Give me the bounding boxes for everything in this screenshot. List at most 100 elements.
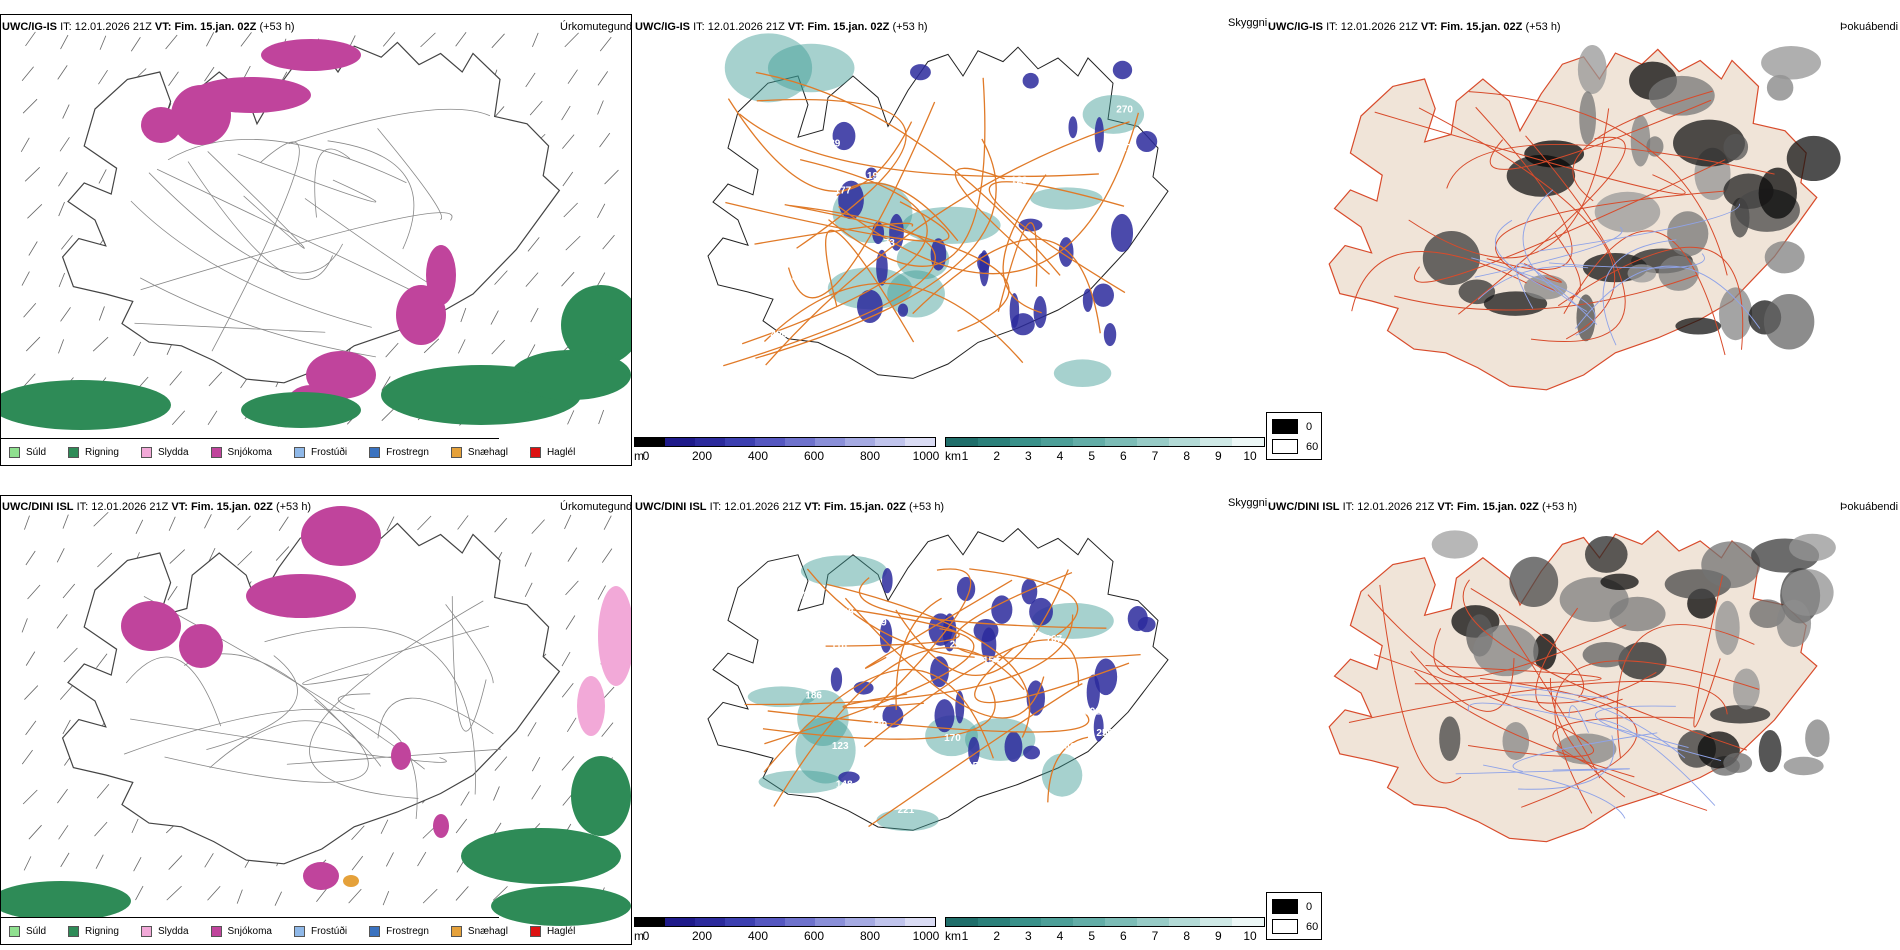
river <box>1512 732 1658 772</box>
station-value: 96 <box>942 197 954 208</box>
station-value: 110 <box>831 642 848 653</box>
wind-barb <box>491 33 505 49</box>
wind-barb <box>460 791 470 806</box>
low-cloudbase-area <box>882 704 904 728</box>
low-cloudbase-area <box>1110 213 1134 253</box>
road <box>763 668 994 773</box>
low-cloudbase-area <box>1011 313 1035 336</box>
road <box>1535 607 1623 714</box>
colorbar-tick: 5 <box>1088 449 1095 463</box>
colorbar-tick: 6 <box>1119 449 1127 463</box>
wind-barb <box>62 104 70 119</box>
river <box>1518 735 1615 790</box>
wind-barb <box>25 651 36 666</box>
fog-legend-top: 0 60 <box>1266 412 1322 460</box>
legend-item: Rigning <box>68 925 119 937</box>
wind-barb <box>62 719 71 735</box>
wind-barb <box>564 514 572 530</box>
wind-barb <box>565 615 576 630</box>
wind-barb <box>386 516 395 531</box>
precip-panel-top: Súld Rigning Slydda Snjókoma Frostúði Frostre… <box>0 14 632 466</box>
wind-barb <box>96 653 108 668</box>
road <box>974 647 1130 704</box>
fog-map <box>1328 529 1836 843</box>
river <box>1522 189 1588 312</box>
wind-barb <box>599 36 612 52</box>
wind-barb <box>25 550 36 566</box>
low-cloudbase-area <box>991 595 1013 624</box>
road <box>314 148 351 218</box>
wind-barb <box>98 306 105 321</box>
colorbar-tick: 1000 <box>912 929 940 943</box>
river <box>1483 764 1626 819</box>
road <box>873 568 972 711</box>
legend-item: Slydda <box>140 925 189 937</box>
road <box>1414 664 1602 685</box>
road <box>1348 680 1728 723</box>
colorbar-tick: 400 <box>747 929 769 943</box>
low-cloudbase-area <box>1004 731 1023 762</box>
low-cloudbase-area <box>1021 578 1038 605</box>
wind-barb <box>63 647 78 663</box>
legend-swatch <box>140 446 152 458</box>
legend-item: Frostregn <box>369 446 429 458</box>
road <box>773 647 1025 807</box>
wind-barb <box>274 891 282 906</box>
legend-label: Haglél <box>546 925 576 937</box>
legend-swatch <box>9 446 20 458</box>
low-cloudbase-area <box>876 249 888 286</box>
colorbar-segment <box>725 918 755 926</box>
low-cloudbase-area <box>1058 237 1074 267</box>
road <box>738 113 1099 178</box>
wind-barb <box>57 65 68 80</box>
road <box>858 577 1107 629</box>
road <box>1549 678 1626 798</box>
colorbar-segment <box>946 918 978 926</box>
road <box>237 153 377 203</box>
low-visibility-area <box>724 33 813 103</box>
colorbar-segment <box>845 438 875 446</box>
road <box>1475 106 1573 271</box>
graupel-area <box>343 875 359 887</box>
fog-index-area <box>1630 114 1651 167</box>
low-cloudbase-area <box>1029 597 1053 626</box>
station-value: 242 <box>1101 153 1118 164</box>
river <box>1598 719 1716 806</box>
station-value: 167 <box>1045 634 1062 645</box>
snow-area <box>261 39 361 71</box>
wind-barb <box>28 241 38 256</box>
fog-index-area <box>1758 167 1797 219</box>
road <box>912 238 1101 334</box>
wind-barb <box>25 336 41 352</box>
road <box>211 141 300 352</box>
wind-barb <box>25 31 36 47</box>
low-cloudbase-area <box>968 736 980 765</box>
colorbar-segment <box>665 918 695 926</box>
road <box>337 693 371 710</box>
fog-index-area <box>1675 317 1722 335</box>
legend-item: Snjókoma <box>210 925 272 937</box>
road <box>140 277 376 358</box>
fog-index-area <box>1805 719 1830 758</box>
colorbar-segment <box>1232 438 1264 446</box>
fog-index-field <box>1431 530 1836 776</box>
legend-label: Frostregn <box>386 446 429 458</box>
road <box>952 571 1141 660</box>
fog-index-area <box>1627 264 1657 283</box>
colorbar-segment <box>1009 918 1042 926</box>
wind-barb <box>131 818 139 834</box>
colorbar-tick: 4 <box>1056 929 1064 943</box>
legend-swatch <box>293 925 305 937</box>
low-cloudbase-area <box>934 699 955 733</box>
cloudbase-colorbar-bottom: m 0 200 400 600 800 1000 <box>634 917 939 943</box>
wind-barb <box>236 889 243 904</box>
fog-index-area <box>1781 569 1834 616</box>
river <box>1602 239 1677 346</box>
wind-barb <box>599 132 611 148</box>
wind-barb <box>564 32 579 48</box>
road <box>1458 136 1626 315</box>
legend-label: Súld <box>26 446 47 458</box>
legend-item: Haglél <box>529 446 575 458</box>
wind-barb <box>565 580 579 596</box>
wind-barb <box>455 886 469 901</box>
